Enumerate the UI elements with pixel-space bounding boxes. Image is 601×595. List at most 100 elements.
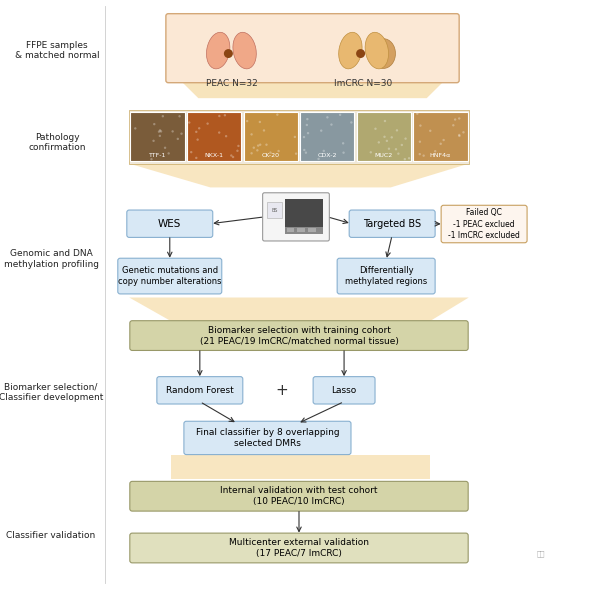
Circle shape	[295, 152, 297, 155]
Circle shape	[330, 123, 332, 126]
FancyBboxPatch shape	[130, 321, 468, 350]
Text: CDX-2: CDX-2	[317, 154, 337, 158]
FancyBboxPatch shape	[130, 481, 468, 511]
Circle shape	[263, 129, 265, 131]
Bar	[297, 228, 305, 232]
Text: Genetic mutations and
copy number alterations: Genetic mutations and copy number altera…	[118, 266, 222, 286]
Bar	[130, 112, 185, 161]
Circle shape	[416, 112, 418, 115]
Circle shape	[434, 150, 436, 152]
Circle shape	[419, 140, 421, 143]
Text: Failed QC
-1 PEAC exclued
-1 lmCRC excluded: Failed QC -1 PEAC exclued -1 lmCRC exclu…	[448, 208, 520, 240]
Text: PEAC N=32: PEAC N=32	[206, 79, 257, 87]
Circle shape	[383, 136, 386, 138]
Text: 武大: 武大	[537, 550, 545, 557]
Circle shape	[159, 129, 161, 131]
Circle shape	[218, 131, 221, 134]
Circle shape	[259, 143, 261, 146]
Bar	[267, 202, 282, 218]
Text: MUC2: MUC2	[375, 154, 393, 158]
Bar	[287, 228, 294, 232]
Text: CK-20: CK-20	[261, 154, 279, 158]
Circle shape	[452, 124, 454, 127]
Circle shape	[276, 114, 278, 116]
Circle shape	[339, 114, 341, 116]
Circle shape	[251, 152, 253, 155]
Text: Internal validation with test cohort
(10 PEAC/10 lmCRC): Internal validation with test cohort (10…	[220, 486, 378, 506]
Circle shape	[404, 158, 406, 161]
FancyBboxPatch shape	[263, 193, 329, 241]
Polygon shape	[129, 164, 469, 187]
Circle shape	[218, 115, 221, 117]
Circle shape	[395, 148, 397, 151]
Circle shape	[153, 123, 156, 126]
Bar	[413, 112, 468, 161]
Circle shape	[454, 118, 456, 121]
Text: Differentially
methylated regions: Differentially methylated regions	[345, 266, 427, 286]
Circle shape	[164, 146, 166, 149]
Circle shape	[162, 115, 164, 117]
Text: Multicenter external validation
(17 PEAC/7 lmCRC): Multicenter external validation (17 PEAC…	[229, 538, 369, 558]
Text: FFPE samples
& matched normal: FFPE samples & matched normal	[15, 41, 99, 60]
Circle shape	[395, 129, 398, 131]
Circle shape	[177, 137, 179, 140]
Ellipse shape	[207, 32, 230, 69]
FancyBboxPatch shape	[118, 258, 222, 294]
Text: HNF4α: HNF4α	[430, 154, 451, 158]
Circle shape	[303, 149, 305, 151]
Circle shape	[160, 130, 162, 133]
Circle shape	[195, 131, 198, 133]
Text: Random Forest: Random Forest	[166, 386, 234, 395]
FancyBboxPatch shape	[313, 377, 375, 404]
Circle shape	[374, 127, 377, 130]
Circle shape	[320, 130, 323, 132]
Circle shape	[246, 120, 248, 123]
Circle shape	[458, 134, 460, 136]
FancyBboxPatch shape	[130, 533, 468, 563]
Circle shape	[159, 134, 161, 137]
Circle shape	[206, 123, 209, 125]
Circle shape	[342, 142, 344, 145]
FancyBboxPatch shape	[337, 258, 435, 294]
Bar	[243, 112, 298, 161]
Circle shape	[317, 158, 320, 160]
Bar	[300, 112, 355, 161]
FancyBboxPatch shape	[166, 14, 459, 83]
Circle shape	[258, 121, 261, 123]
Circle shape	[306, 118, 308, 120]
Bar	[308, 228, 316, 232]
FancyBboxPatch shape	[184, 421, 351, 455]
Text: TTF-1: TTF-1	[149, 154, 166, 158]
Circle shape	[190, 151, 192, 154]
Circle shape	[404, 137, 407, 140]
Bar	[285, 227, 323, 234]
Circle shape	[377, 141, 380, 143]
FancyBboxPatch shape	[349, 210, 435, 237]
Text: Biomarker selection with training cohort
(21 PEAC/19 lmCRC/matched normal tissue: Biomarker selection with training cohort…	[200, 325, 398, 346]
Circle shape	[269, 151, 272, 154]
Circle shape	[230, 154, 233, 156]
Text: Biomarker selection/
Classifier development: Biomarker selection/ Classifier developm…	[0, 383, 103, 402]
Circle shape	[158, 130, 160, 133]
Circle shape	[343, 152, 345, 154]
Circle shape	[153, 140, 155, 142]
Circle shape	[386, 140, 388, 142]
FancyBboxPatch shape	[157, 377, 243, 404]
Circle shape	[134, 127, 136, 130]
Circle shape	[252, 146, 255, 149]
Ellipse shape	[371, 39, 395, 68]
Text: Classifier validation: Classifier validation	[7, 531, 96, 540]
Circle shape	[150, 158, 153, 161]
FancyBboxPatch shape	[441, 205, 527, 243]
Text: BS: BS	[272, 208, 278, 212]
Bar	[129, 110, 469, 164]
Circle shape	[397, 152, 400, 155]
Bar	[285, 199, 323, 234]
Circle shape	[350, 121, 353, 124]
Circle shape	[237, 145, 240, 147]
Circle shape	[232, 156, 234, 158]
Text: Lasso: Lasso	[331, 386, 357, 395]
Circle shape	[458, 117, 460, 120]
Circle shape	[419, 124, 422, 127]
Circle shape	[442, 139, 445, 141]
